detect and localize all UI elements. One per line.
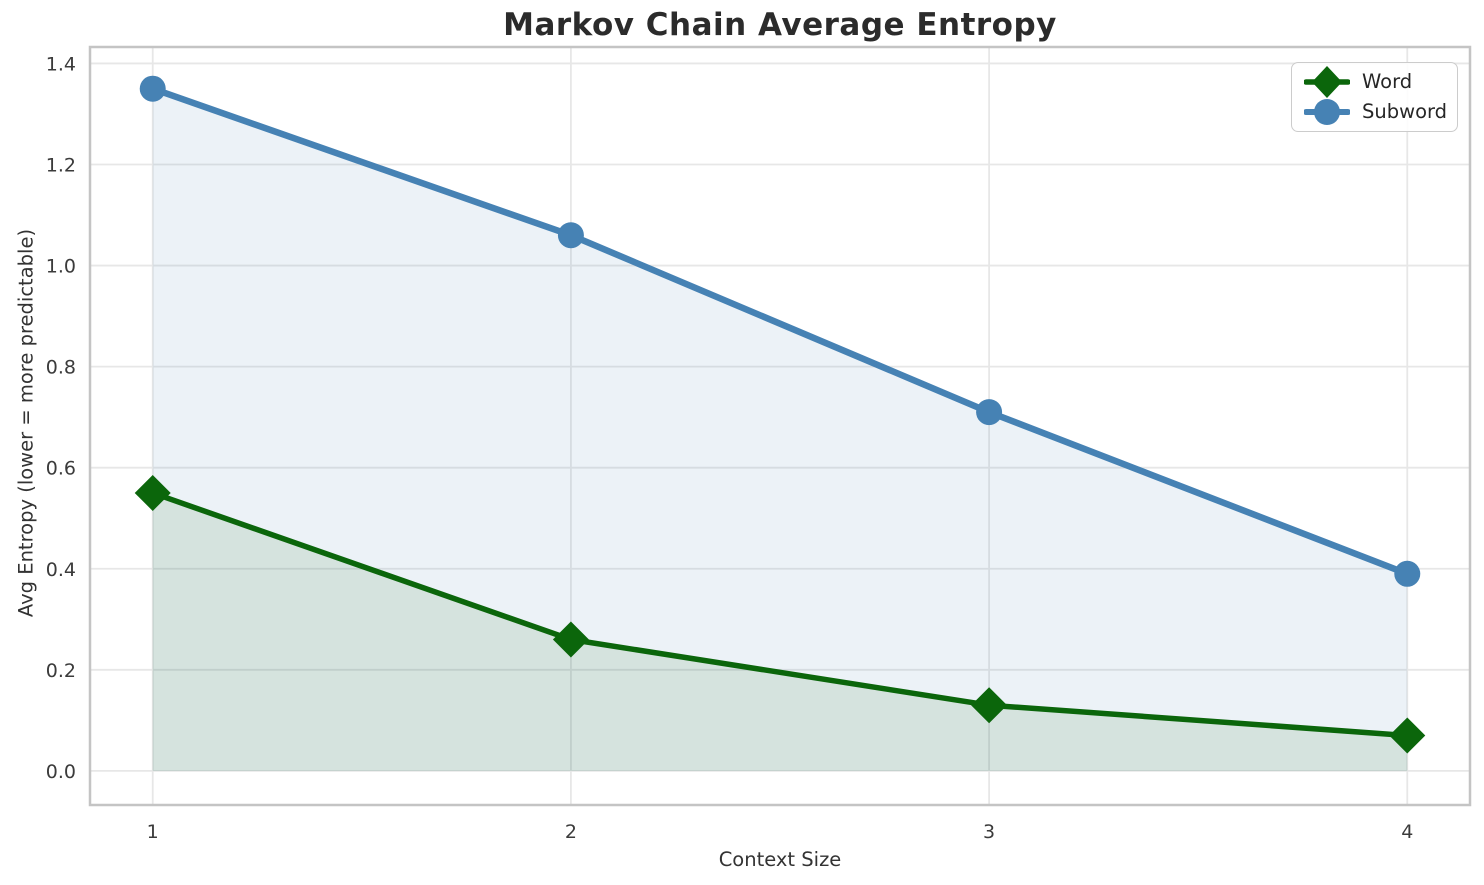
plot-spines	[88, 45, 1472, 807]
y-tick-label: 1.4	[46, 53, 76, 75]
area-fill-word	[152, 492, 1408, 771]
y-tick-label: 0.8	[46, 357, 76, 379]
y-tick-label: 1.2	[46, 154, 76, 176]
x-tick-label: 1	[147, 821, 159, 843]
marker-word-diamond-icon	[552, 621, 589, 658]
marker-subword-circle-icon	[557, 222, 584, 249]
word-line-diamond-icon	[1304, 66, 1350, 98]
x-axis-label: Context Size	[718, 848, 842, 871]
marker-word-diamond-icon	[134, 474, 171, 511]
marker-word-diamond-icon	[971, 687, 1008, 724]
y-axis-label: Avg Entropy (lower = more predictable)	[14, 228, 38, 618]
x-tick-label: 2	[565, 821, 577, 843]
marker-subword-circle-icon	[976, 399, 1003, 426]
marker-word-diamond-icon	[1389, 717, 1426, 754]
x-tick-label: 3	[983, 821, 995, 843]
y-tick-label: 0.6	[46, 458, 76, 480]
marker-subword-circle-icon	[1394, 560, 1421, 587]
series-line-subword	[149, 85, 1411, 578]
y-tick-label: 0.4	[46, 559, 76, 581]
series-line-word	[149, 490, 1411, 739]
legend-item-subword: Subword	[1304, 98, 1448, 126]
legend-label-subword: Subword	[1362, 100, 1448, 124]
y-tick-label: 1.0	[46, 256, 76, 278]
subword-line-circle-icon	[1304, 99, 1350, 125]
legend-label-word: Word	[1362, 70, 1413, 94]
marker-subword-circle-icon	[139, 75, 166, 102]
y-tick-label: 0.2	[46, 660, 76, 682]
legend-item-word: Word	[1304, 66, 1445, 98]
chart-title: Markov Chain Average Entropy	[503, 7, 1057, 43]
y-tick-label: 0.0	[46, 761, 76, 783]
x-tick-label: 4	[1401, 821, 1413, 843]
legend: Word Subword	[1291, 62, 1458, 132]
